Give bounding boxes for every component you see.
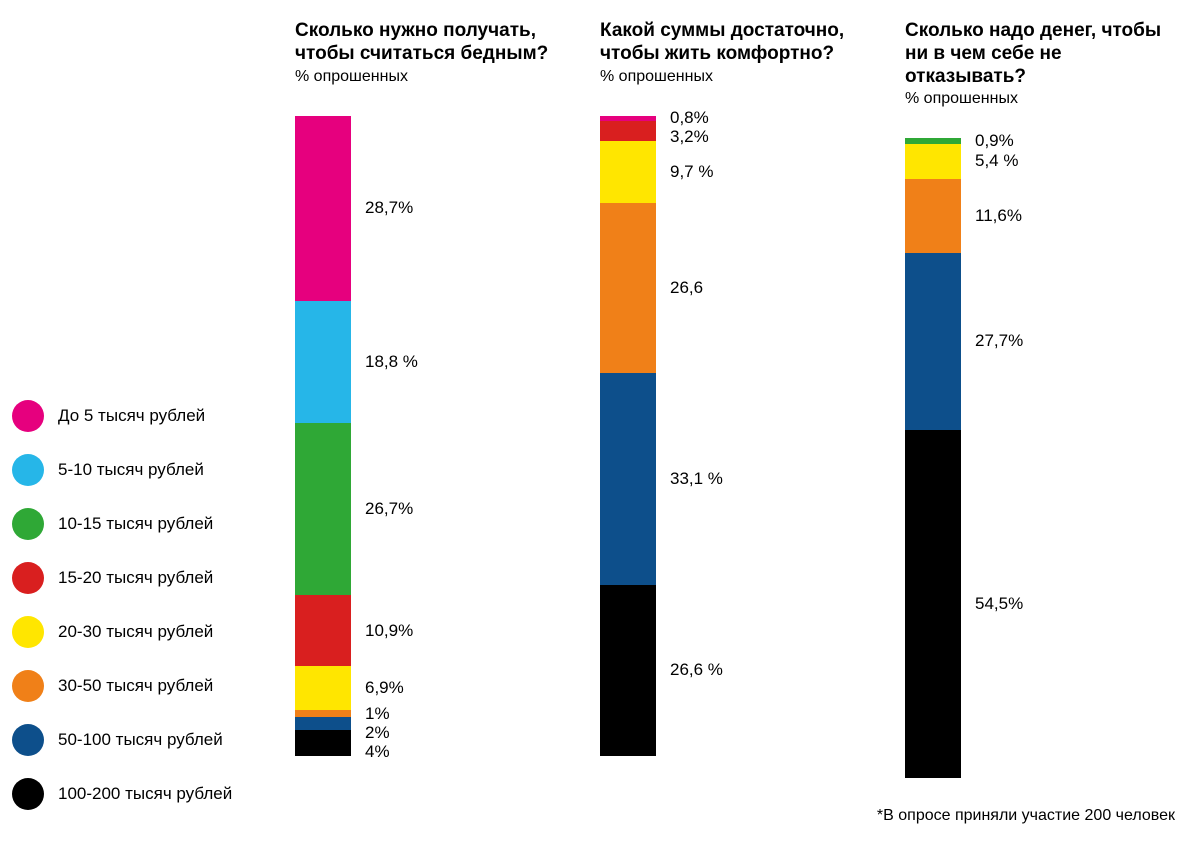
segment-value-label: 54,5% — [975, 594, 1023, 614]
segment-value-label: 26,6 — [670, 278, 703, 298]
legend-swatch — [12, 454, 44, 486]
page: До 5 тысяч рублей 5-10 тысяч рублей 10-15 … — [0, 0, 1200, 843]
segment-value-label: 9,7 % — [670, 162, 713, 182]
bar-segment — [295, 423, 351, 596]
legend-item: 50-100 тысяч рублей — [12, 724, 272, 756]
bar-segment — [295, 717, 351, 730]
legend-item: 100-200 тысяч рублей — [12, 778, 272, 810]
legend-swatch — [12, 724, 44, 756]
bar-segment — [295, 116, 351, 302]
segment-value-label: 27,7% — [975, 331, 1023, 351]
legend-label: До 5 тысяч рублей — [58, 406, 205, 426]
chart-title: Сколько нужно получать, чтобы считаться … — [295, 20, 575, 66]
legend-item: 30-50 тысяч рублей — [12, 670, 272, 702]
legend-label: 5-10 тысяч рублей — [58, 460, 204, 480]
legend-swatch — [12, 778, 44, 810]
stacked-bar — [905, 138, 961, 778]
legend-item: 15-20 тысяч рублей — [12, 562, 272, 594]
segment-value-label: 28,7% — [365, 198, 413, 218]
chart-subtitle: % опрошенных — [600, 68, 880, 86]
footnote: *В опросе приняли участие 200 человек — [877, 807, 1175, 825]
chart: Сколько надо денег, чтобы ни в чем себе … — [905, 20, 1185, 778]
bar-segment — [600, 203, 656, 373]
chart: Какой суммы достаточно, чтобы жить комфо… — [600, 20, 880, 756]
stacked-bar — [295, 116, 351, 756]
legend-item: 20-30 тысяч рублей — [12, 616, 272, 648]
bar-segment — [905, 179, 961, 253]
bar-segment — [600, 121, 656, 141]
legend-swatch — [12, 562, 44, 594]
legend-item: До 5 тысяч рублей — [12, 400, 272, 432]
bar-segment — [295, 666, 351, 711]
segment-value-label: 26,7% — [365, 499, 413, 519]
bar-area: 28,7%18,8 %26,7%10,9%6,9%1%2%4% — [295, 116, 575, 756]
legend-swatch — [12, 616, 44, 648]
segment-value-label: 3,2% — [670, 127, 709, 147]
legend-label: 20-30 тысяч рублей — [58, 622, 213, 642]
segment-value-label: 1% — [365, 704, 390, 724]
bar-segment — [905, 253, 961, 430]
legend-label: 100-200 тысяч рублей — [58, 784, 232, 804]
legend-swatch — [12, 670, 44, 702]
bar-segment — [600, 141, 656, 203]
bar-area: 0,8%3,2%9,7 %26,633,1 %26,6 % — [600, 116, 880, 756]
segment-value-label: 18,8 % — [365, 352, 418, 372]
bar-segment — [905, 144, 961, 179]
chart-title: Сколько надо денег, чтобы ни в чем себе … — [905, 20, 1185, 88]
bar-area: 0,9%5,4 %11,6%27,7%54,5% — [905, 138, 1185, 778]
legend-item: 5-10 тысяч рублей — [12, 454, 272, 486]
segment-value-label: 10,9% — [365, 621, 413, 641]
legend-label: 30-50 тысяч рублей — [58, 676, 213, 696]
segment-value-label: 33,1 % — [670, 469, 723, 489]
bar-segment — [905, 430, 961, 778]
segment-value-label: 0,9% — [975, 131, 1014, 151]
chart-subtitle: % опрошенных — [295, 68, 575, 86]
legend-swatch — [12, 508, 44, 540]
segment-value-label: 26,6 % — [670, 660, 723, 680]
bar-segment — [295, 730, 351, 756]
segment-value-label: 4% — [365, 742, 390, 762]
legend-swatch — [12, 400, 44, 432]
chart: Сколько нужно получать, чтобы считаться … — [295, 20, 575, 756]
legend-item: 10-15 тысяч рублей — [12, 508, 272, 540]
segment-value-label: 5,4 % — [975, 151, 1018, 171]
chart-title: Какой суммы достаточно, чтобы жить комфо… — [600, 20, 880, 66]
bar-segment — [600, 585, 656, 755]
segment-value-label: 2% — [365, 723, 390, 743]
stacked-bar — [600, 116, 656, 756]
segment-value-label: 11,6% — [975, 206, 1022, 226]
bar-segment — [295, 595, 351, 665]
bar-segment — [600, 373, 656, 585]
legend-label: 10-15 тысяч рублей — [58, 514, 213, 534]
segment-value-label: 0,8% — [670, 108, 709, 128]
legend-label: 15-20 тысяч рублей — [58, 568, 213, 588]
segment-value-label: 6,9% — [365, 678, 404, 698]
legend: До 5 тысяч рублей 5-10 тысяч рублей 10-15 … — [12, 400, 272, 832]
bar-segment — [295, 301, 351, 423]
chart-subtitle: % опрошенных — [905, 90, 1185, 108]
legend-label: 50-100 тысяч рублей — [58, 730, 223, 750]
